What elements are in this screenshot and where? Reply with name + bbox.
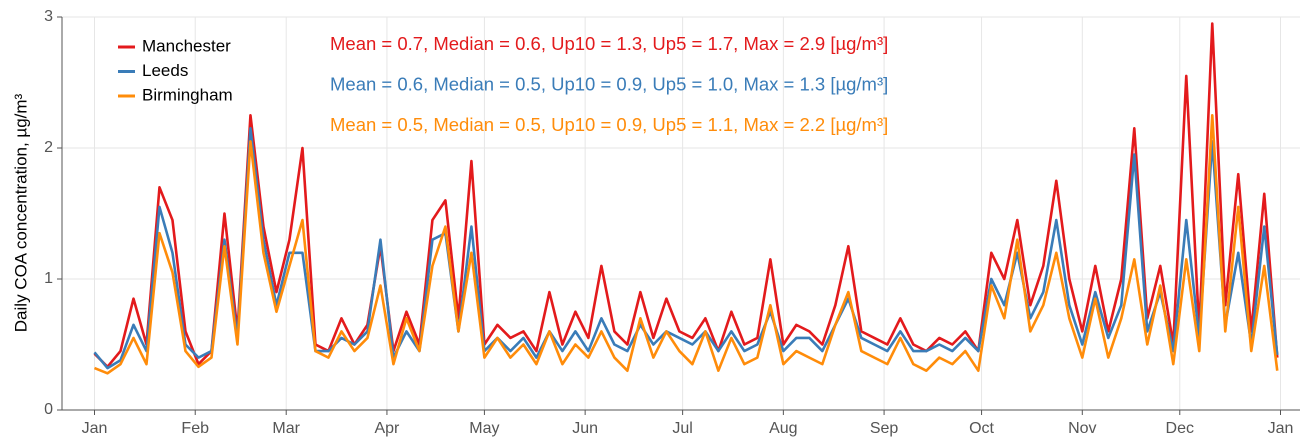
x-tick-label: Nov [1068,420,1096,437]
x-tick-label: May [469,420,499,437]
x-tick-label: Jul [672,420,692,437]
y-axis-label: Daily COA concentration, µg/m³ [11,93,30,332]
plot-area [62,17,1300,410]
annotation: Mean = 0.5, Median = 0.5, Up10 = 0.9, Up… [330,114,888,135]
annotation: Mean = 0.7, Median = 0.6, Up10 = 1.3, Up… [330,33,888,54]
x-tick-label: Apr [374,420,400,437]
x-tick-label: Feb [181,420,209,437]
x-tick-label: Oct [969,420,994,437]
x-tick-label: Jan [1268,420,1294,437]
legend-label: Leeds [142,61,188,80]
x-tick-label: Jun [572,420,598,437]
series-line [94,113,1279,375]
x-tick-label: Dec [1166,420,1194,437]
x-tick-label: Aug [769,420,797,437]
y-tick-label: 2 [44,139,53,156]
series-line [93,127,1279,370]
legend-label: Manchester [142,36,231,55]
y-tick-label: 3 [44,8,53,25]
x-tick-label: Mar [272,420,300,437]
annotation: Mean = 0.6, Median = 0.5, Up10 = 0.9, Up… [330,73,888,94]
series-line [93,22,1279,369]
y-tick-label: 1 [44,270,53,287]
y-tick-label: 0 [44,401,53,418]
legend-label: Birmingham [142,85,233,104]
x-tick-label: Jan [82,420,108,437]
x-tick-label: Sep [870,420,899,437]
